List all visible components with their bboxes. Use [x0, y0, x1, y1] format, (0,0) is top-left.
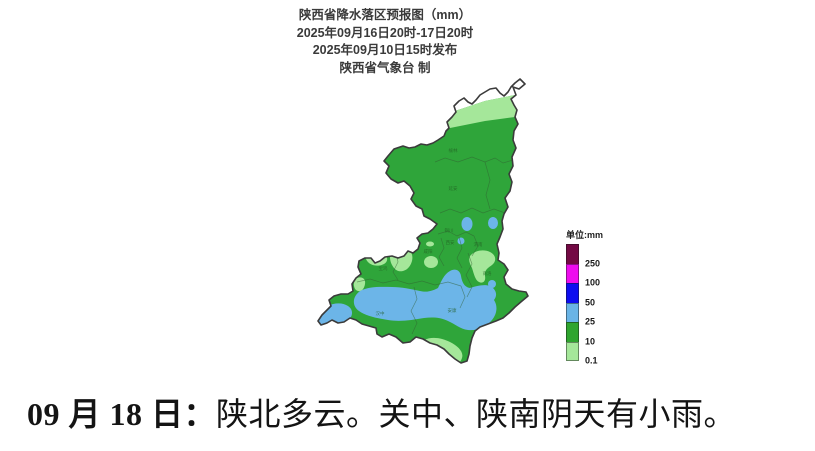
region-heavy-south-band: [353, 269, 497, 331]
spot-heavy-weinan-2: [488, 217, 498, 229]
spot-heavy-weinan-1: [461, 217, 473, 231]
legend-label: 0.1: [585, 355, 598, 366]
forecast-caption: 09 月 18 日：陕北多云。关中、陕南阴天有小雨。: [27, 389, 736, 435]
patch-light-small: [426, 241, 434, 247]
city-label-xianyang: 咸阳: [424, 248, 433, 255]
map-title-block: 陕西省降水落区预报图（mm） 2025年09月16日20时-17日20时 202…: [210, 7, 560, 77]
legend-swatch: [566, 283, 579, 303]
legend-label: 25: [585, 316, 596, 327]
city-label-baoji: 宝鸡: [379, 265, 388, 272]
map-title: 陕西省降水落区预报图（mm）: [298, 8, 472, 22]
legend-swatch: [566, 341, 579, 361]
legend-label: 250: [585, 258, 601, 268]
city-label-tongchuan: 铜川: [445, 227, 454, 234]
precipitation-legend: 单位:mm 250 100 50 25 10 0.1: [566, 228, 636, 366]
map-issued-time: 2025年09月10日15时发布: [312, 43, 458, 57]
legend-item: 100: [566, 263, 636, 288]
legend-label: 10: [585, 336, 596, 346]
legend-item: 10: [566, 322, 636, 346]
spot-heavy-east: [488, 280, 496, 288]
province-outline: [317, 78, 529, 364]
city-label-hanzhong: 汉中: [376, 310, 385, 317]
city-labels: 榆林 延安 铜川 渭南 西安 咸阳 宝鸡 商洛 安康 汉中: [376, 147, 492, 317]
forecast-date: 09 月 18 日：: [27, 396, 217, 432]
city-label-xian: 西安: [446, 239, 455, 246]
legend-item: 0.1: [566, 341, 636, 366]
legend-swatch: [566, 322, 579, 342]
legend-label: 50: [585, 297, 596, 307]
patch-light-guanzhong-east: [424, 256, 438, 268]
legend-unit-label: 单位:mm: [566, 230, 604, 240]
legend-swatch: [566, 263, 579, 283]
city-label-yanan: 延安: [449, 185, 458, 192]
forecast-body: 陕北多云。关中、陕南阴天有小雨。: [216, 396, 737, 432]
city-label-shangluo: 商洛: [483, 270, 492, 277]
map-producer: 陕西省气象台 制: [339, 60, 431, 75]
legend-item: 50: [566, 283, 636, 307]
legend-item: 250: [566, 244, 636, 268]
legend-item: 25: [566, 302, 636, 327]
city-label-weinan: 渭南: [474, 241, 483, 248]
patch-light-shangluo: [469, 250, 496, 283]
spot-heavy-xian: [457, 237, 465, 245]
city-label-ankang: 安康: [448, 307, 457, 314]
legend-swatch: [566, 302, 579, 322]
legend-items: 250 100 50 25 10 0.1: [566, 244, 636, 366]
city-label-yulin: 榆林: [449, 147, 458, 154]
legend-swatch: [566, 244, 579, 264]
map-valid-period: 2025年09月16日20时-17日20时: [296, 25, 474, 40]
legend-label: 100: [585, 277, 601, 288]
